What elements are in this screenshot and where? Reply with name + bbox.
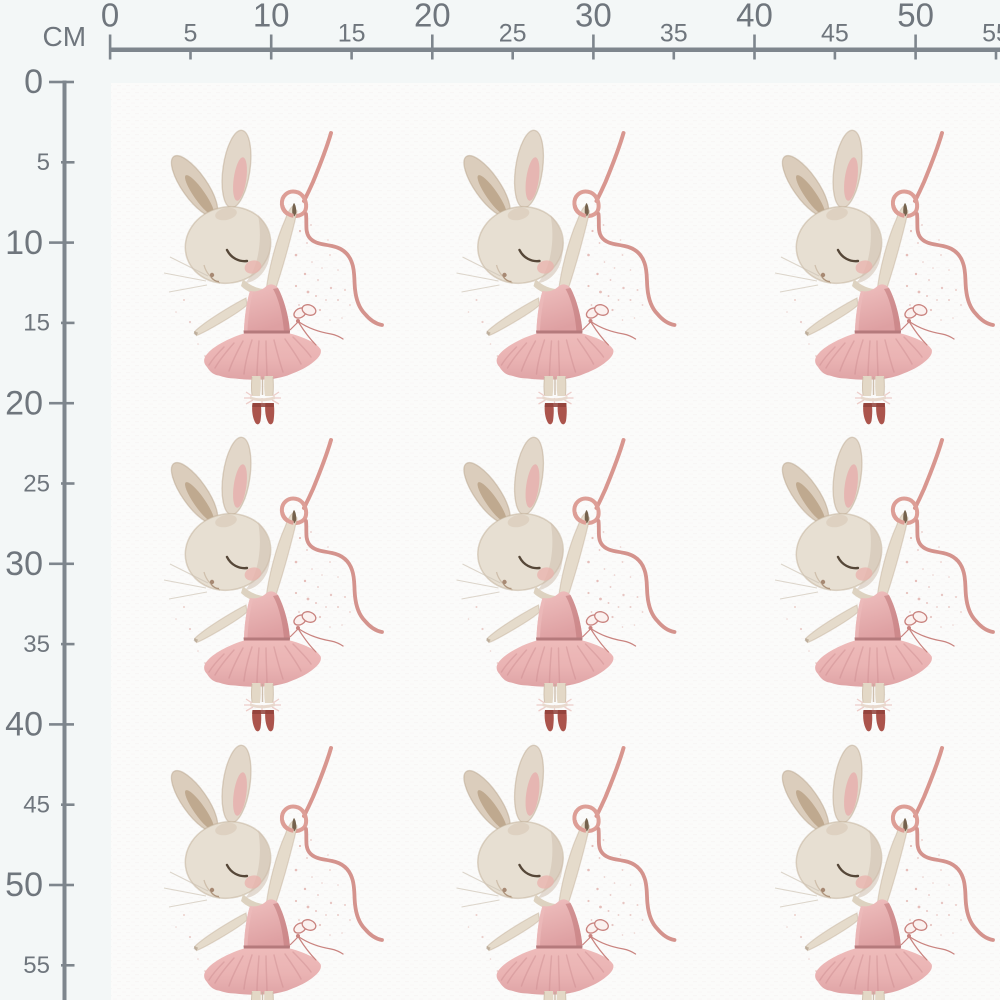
svg-text:CM: CM xyxy=(43,21,87,52)
svg-text:50: 50 xyxy=(897,0,934,34)
svg-text:40: 40 xyxy=(736,0,773,34)
svg-text:45: 45 xyxy=(23,792,50,819)
svg-text:0: 0 xyxy=(24,63,43,101)
svg-text:55: 55 xyxy=(982,20,1000,48)
svg-text:30: 30 xyxy=(5,545,43,583)
svg-text:30: 30 xyxy=(575,0,612,34)
svg-text:35: 35 xyxy=(660,20,688,48)
svg-text:55: 55 xyxy=(23,952,50,979)
svg-text:20: 20 xyxy=(414,0,451,34)
svg-text:20: 20 xyxy=(5,384,43,422)
svg-text:5: 5 xyxy=(184,20,198,48)
svg-text:35: 35 xyxy=(23,631,50,658)
svg-text:25: 25 xyxy=(23,470,50,497)
svg-text:45: 45 xyxy=(821,20,849,48)
svg-text:10: 10 xyxy=(253,0,290,34)
svg-text:0: 0 xyxy=(101,0,119,34)
svg-text:50: 50 xyxy=(5,866,43,904)
svg-text:15: 15 xyxy=(23,310,50,337)
svg-text:15: 15 xyxy=(338,20,366,48)
svg-text:5: 5 xyxy=(37,149,50,176)
svg-text:25: 25 xyxy=(499,20,527,48)
svg-text:10: 10 xyxy=(5,224,43,262)
svg-text:40: 40 xyxy=(5,706,43,744)
